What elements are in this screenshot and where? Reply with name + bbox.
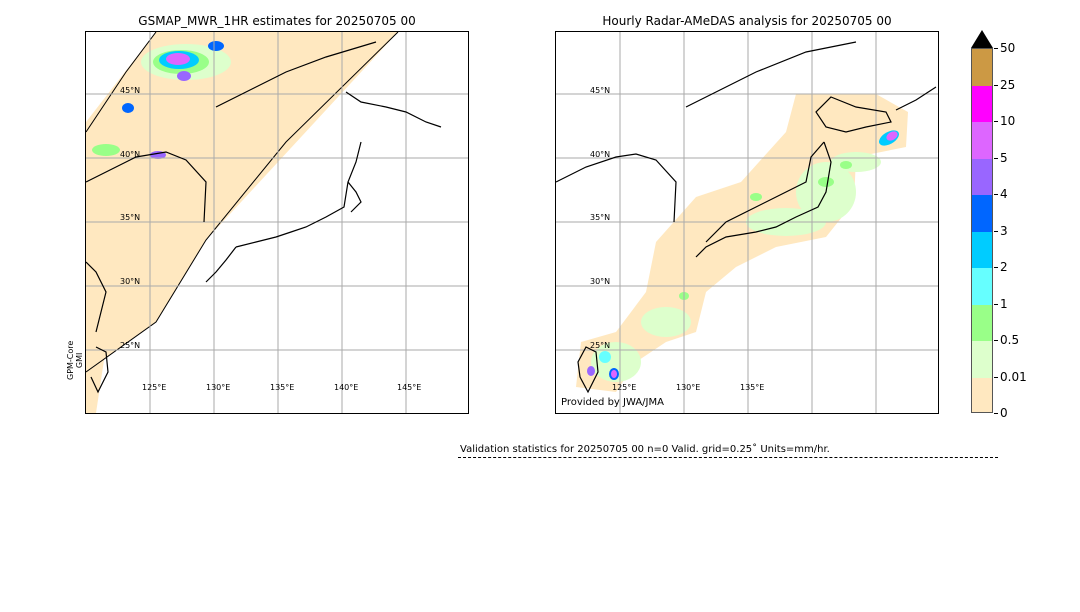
right-lon-label-135: 135°E [740,383,765,392]
right-lat-label-40: 40°N [590,150,611,159]
colorbar-tick-0.5: 0.5 [994,333,1019,347]
colorbar-tick-5: 5 [994,151,1008,165]
colorbar-tick-4: 4 [994,187,1008,201]
colorbar-tick-10: 10 [994,114,1015,128]
colorbar-tick-0.01: 0.01 [994,370,1027,384]
left-lat-label-45: 45°N [120,86,141,95]
colorbar-segment-0-001 [972,377,992,412]
right-lat-label-30: 30°N [590,277,611,286]
right-map-panel: 45°N 40°N 35°N 30°N 25°N 125°E 130°E 135… [555,31,939,414]
left-lat-label-40: 40°N [120,150,141,159]
colorbar-segment-001-05 [972,341,992,378]
right-lon-label-125: 125°E [612,383,637,392]
colorbar [971,48,993,413]
left-lon-label-125: 125°E [142,383,167,392]
colorbar-segment-10-25 [972,85,992,122]
right-map-canvas [556,32,938,413]
left-lon-label-135: 135°E [270,383,295,392]
colorbar-segment-1-2 [972,268,992,305]
colorbar-tick-50: 50 [994,41,1015,55]
right-lat-label-35: 35°N [590,213,611,222]
colorbar-tick-25: 25 [994,78,1015,92]
colorbar-segment-25-50 [972,49,992,86]
right-lon-label-130: 130°E [676,383,701,392]
left-lon-label-140: 140°E [334,383,359,392]
left-map-panel: 45°N 40°N 35°N 30°N 25°N 125°E 130°E 135… [85,31,469,414]
validation-divider [458,457,998,458]
left-lat-label-25: 25°N [120,341,141,350]
colorbar-segment-2-3 [972,231,992,268]
left-map-canvas [86,32,468,413]
validation-statistics-text: Validation statistics for 20250705 00 n=… [460,444,830,455]
colorbar-tick-0: 0 [994,406,1008,420]
satellite-label-line2: GMI [75,352,84,369]
left-lat-label-35: 35°N [120,213,141,222]
left-lon-label-130: 130°E [206,383,231,392]
satellite-label-line1: GPM-Core [66,340,75,380]
left-map-title: GSMAP_MWR_1HR estimates for 20250705 00 [138,14,416,28]
right-lat-label-25: 25°N [590,341,611,350]
right-lat-label-45: 45°N [590,86,611,95]
colorbar-tick-3: 3 [994,224,1008,238]
left-lon-label-145: 145°E [397,383,422,392]
satellite-label: GPM-Core GMI [66,341,84,380]
colorbar-extend-arrow [971,30,993,48]
colorbar-tick-1: 1 [994,297,1008,311]
right-map-title: Hourly Radar-AMeDAS analysis for 2025070… [602,14,892,28]
colorbar-segment-3-4 [972,195,992,232]
provided-by-label: Provided by JWA/JMA [561,397,664,408]
colorbar-segment-5-10 [972,122,992,159]
colorbar-tick-2: 2 [994,260,1008,274]
left-lat-label-30: 30°N [120,277,141,286]
colorbar-segment-4-5 [972,158,992,195]
colorbar-segment-05-1 [972,304,992,341]
